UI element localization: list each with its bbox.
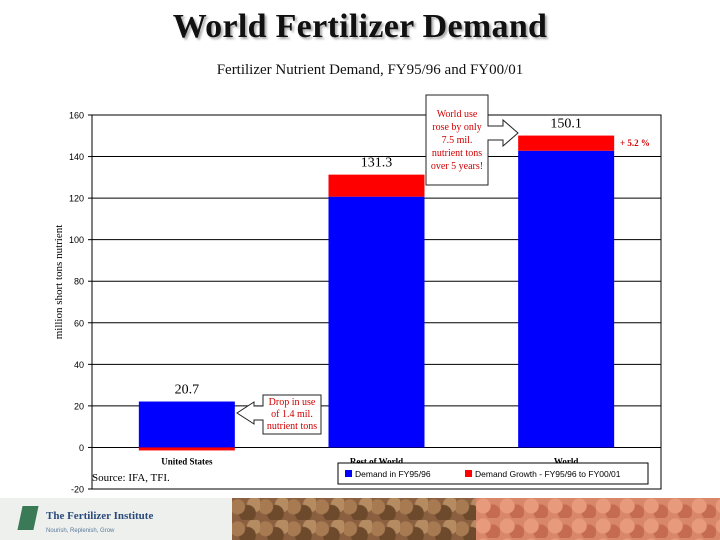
bar-demand-fy95 xyxy=(328,196,425,448)
legend-label-demand: Demand in FY95/96 xyxy=(355,469,431,479)
bar-demand-growth xyxy=(518,135,615,151)
world-callout: World use rose by only 7.5 mil. nutrient… xyxy=(425,94,519,186)
bar-total-label: 150.1 xyxy=(550,117,582,132)
y-tick-label: 20 xyxy=(74,401,84,411)
y-tick-label: -20 xyxy=(71,485,84,495)
y-tick-label: 100 xyxy=(69,235,84,245)
x-tick-label: World xyxy=(554,456,579,466)
y-tick-label: 140 xyxy=(69,152,84,162)
bar-demand-growth xyxy=(138,447,235,451)
source-note: Source: IFA, TFI. xyxy=(92,472,170,484)
us-callout-line: nutrient tons xyxy=(267,421,317,432)
plot-area xyxy=(91,114,662,490)
fertilizer-pellets-image xyxy=(232,498,476,540)
y-tick-label: 60 xyxy=(74,318,84,328)
legend-box xyxy=(337,462,649,485)
world-callout-line: World use xyxy=(437,109,478,120)
footer-banner: The Fertilizer Institute Nourish, Replen… xyxy=(0,498,720,540)
legend-swatch-growth xyxy=(465,470,472,477)
y-tick-label: 40 xyxy=(74,360,84,370)
tfi-leaf-icon xyxy=(17,506,39,530)
world-callout-line: rose by only xyxy=(432,122,481,133)
world-callout-line: 7.5 mil. xyxy=(442,135,473,146)
x-tick-label: United States xyxy=(161,456,213,466)
y-tick-label: 120 xyxy=(69,194,84,204)
us-callout-line: of 1.4 mil. xyxy=(271,409,313,420)
bar-total-label: 131.3 xyxy=(361,156,393,171)
world-callout-line: nutrient tons xyxy=(432,148,482,159)
legend-label-growth: Demand Growth - FY95/96 to FY00/01 xyxy=(475,469,621,479)
fertilizer-granules-image xyxy=(476,498,720,540)
legend-swatch-demand xyxy=(345,470,352,477)
us-callout-line: Drop in use xyxy=(269,397,316,408)
page-title: World Fertilizer Demand xyxy=(172,8,548,45)
world-callout-line: over 5 years! xyxy=(431,161,483,172)
y-axis-label: million short tons nutrient xyxy=(53,225,65,340)
logo-name: The Fertilizer Institute xyxy=(46,510,154,522)
bar-demand-fy95 xyxy=(518,150,615,448)
bar-demand-fy95 xyxy=(138,401,235,448)
chart: -20 0 20 40 60 80 100 120 140 160 United States Re… xyxy=(53,94,662,495)
y-tick-label: 160 xyxy=(69,111,84,121)
tfi-logo: The Fertilizer Institute Nourish, Replen… xyxy=(0,498,232,540)
world-growth-percent: + 5.2 % xyxy=(620,138,650,148)
x-tick-label: Rest of World xyxy=(350,456,403,466)
y-tick-label: 0 xyxy=(79,443,84,453)
y-tick-label: 80 xyxy=(74,277,84,287)
logo-tagline: Nourish, Replenish, Grow xyxy=(46,528,115,534)
chart-subtitle: Fertilizer Nutrient Demand, FY95/96 and … xyxy=(216,62,524,78)
bar-total-label: 20.7 xyxy=(175,383,200,398)
legend: Demand in FY95/96 Demand Growth - FY95/9… xyxy=(337,462,649,485)
bar-demand-growth xyxy=(328,174,425,197)
us-callout: Drop in use of 1.4 mil. nutrient tons xyxy=(236,394,322,435)
